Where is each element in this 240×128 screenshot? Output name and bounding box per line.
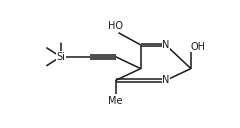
Text: OH: OH: [191, 42, 206, 52]
Text: N: N: [162, 40, 169, 50]
Text: N: N: [162, 75, 169, 85]
Text: HO: HO: [108, 21, 123, 31]
Text: Si: Si: [56, 52, 65, 62]
Text: Me: Me: [108, 96, 123, 106]
